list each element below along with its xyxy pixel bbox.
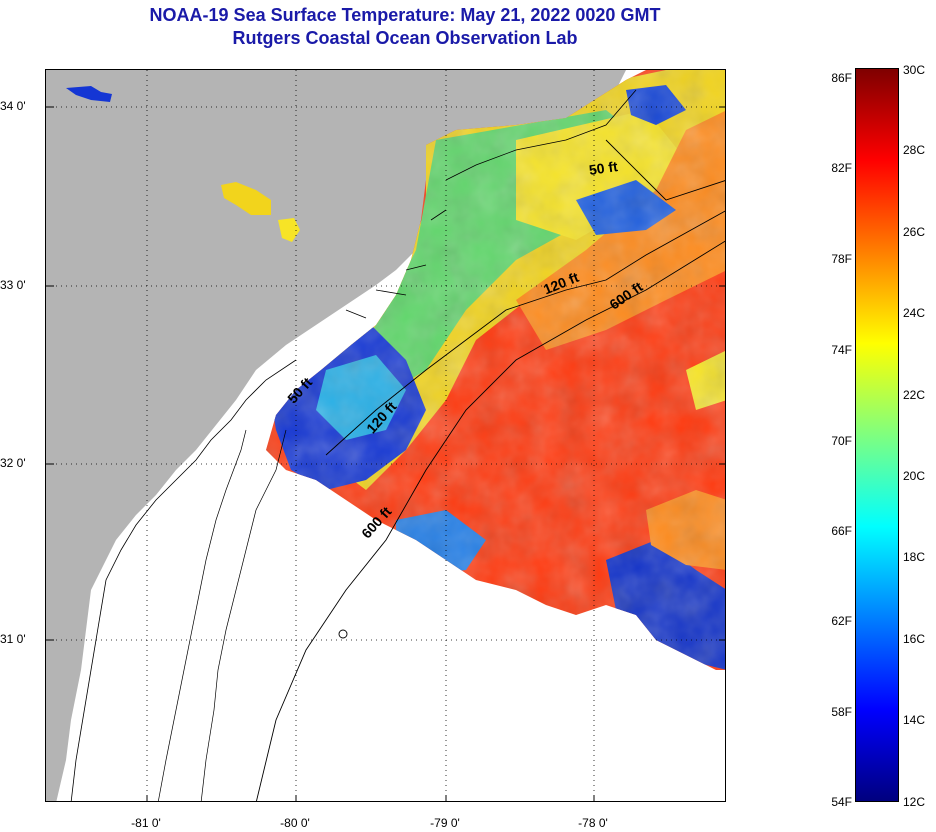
lon-label: -79 0' <box>430 816 460 830</box>
colorbar-f-label: 86F <box>831 71 852 85</box>
data-speck <box>278 218 300 242</box>
isobath-120ft-line <box>325 210 725 456</box>
colorbar-c-label: 12C <box>903 795 926 809</box>
map-title: NOAA-19 Sea Surface Temperature: May 21,… <box>149 5 661 25</box>
lat-label: 31 0' <box>0 632 26 646</box>
lat-label: 33 0' <box>0 278 26 292</box>
lon-label: -81 0' <box>131 816 161 830</box>
colorbar-c-label: 28C <box>903 143 926 157</box>
colorbar-f-label: 82F <box>831 161 852 175</box>
sst-map-canvas <box>46 70 725 801</box>
sst-map: 50 ft 120 ft 600 ft 50 ft 120 ft 600 ft <box>45 69 726 802</box>
colorbar-c-label: 24C <box>903 306 926 320</box>
colorbar-f-label: 54F <box>831 795 852 809</box>
lat-label: 34 0' <box>0 99 26 113</box>
lon-label: -78 0' <box>578 816 608 830</box>
colorbar-c-label: 22C <box>903 388 926 402</box>
lon-label: -80 0' <box>280 816 310 830</box>
data-speck <box>156 744 182 770</box>
axis-ticks <box>46 106 725 801</box>
colorbar-c-label: 30C <box>903 63 926 77</box>
land-mass <box>46 70 626 801</box>
colorbar-f-label: 74F <box>831 343 852 357</box>
colorbar-c-label: 18C <box>903 550 926 564</box>
colorbar-c-label: 20C <box>903 469 926 483</box>
lat-label: 32 0' <box>0 456 26 470</box>
colorbar-f-label: 70F <box>831 434 852 448</box>
graticule <box>46 70 725 801</box>
isobath-50ft-line <box>605 139 725 201</box>
colorbar-f-label: 58F <box>831 705 852 719</box>
colorbar-c-label: 26C <box>903 225 926 239</box>
map-subtitle: Rutgers Coastal Ocean Observation Lab <box>232 28 578 48</box>
sst-field <box>266 70 725 670</box>
isobath-600ft-line <box>256 240 725 801</box>
colorbar-f-label: 78F <box>831 252 852 266</box>
colorbar-c-label: 14C <box>903 713 926 727</box>
colorbar-f-label: 62F <box>831 614 852 628</box>
data-speck <box>66 86 112 102</box>
data-speck <box>221 182 271 215</box>
temperature-colorbar <box>855 68 899 802</box>
colorbar-f-label: 66F <box>831 524 852 538</box>
colorbar-c-label: 16C <box>903 632 926 646</box>
